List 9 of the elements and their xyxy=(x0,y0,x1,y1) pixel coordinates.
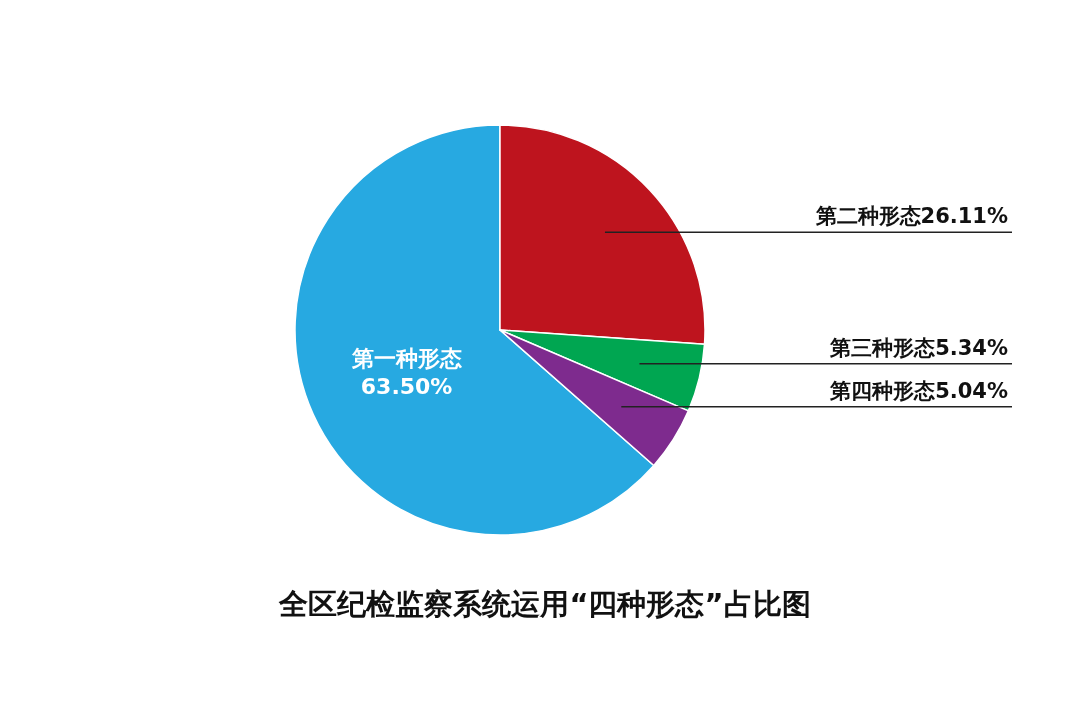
slice-label: 第四种形态 xyxy=(829,378,936,403)
data-label: 5.34% xyxy=(935,335,1008,360)
text: 全区纪检监察系统运用“四种形态”占比图 xyxy=(278,587,811,621)
data-label: 26.11% xyxy=(920,204,1008,229)
slice-label: 第一种形态 xyxy=(350,346,462,372)
slice-label: 第二种形态 xyxy=(814,204,921,229)
slice-label: 第三种形态 xyxy=(829,335,936,360)
data-label: 5.04% xyxy=(935,378,1008,403)
data-label: 63.50% xyxy=(360,374,453,400)
